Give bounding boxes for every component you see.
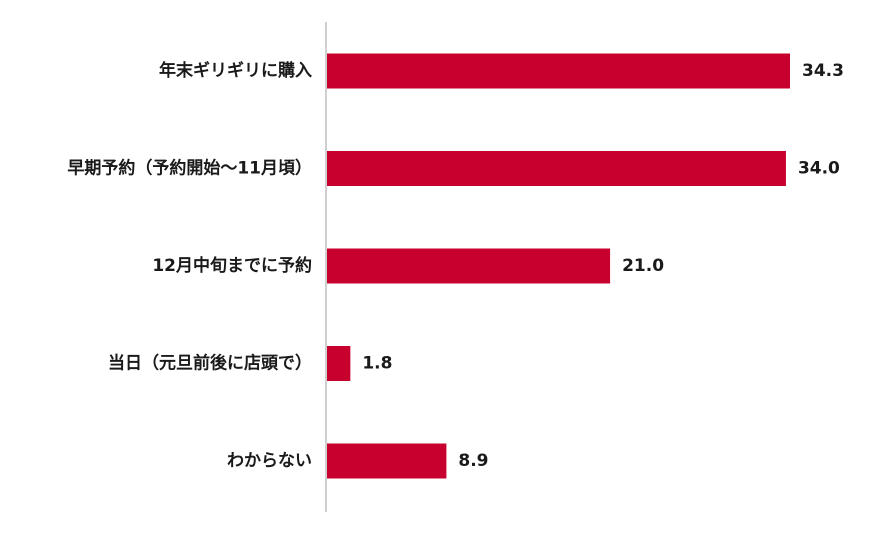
bars-layer	[327, 53, 790, 479]
value-label: 34.0	[798, 159, 840, 179]
value-label: 1.8	[362, 354, 392, 374]
category-label: 12月中旬までに予約	[152, 255, 312, 276]
bar-1	[327, 53, 790, 89]
category-label: 年末ギリギリに購入	[159, 60, 312, 81]
value-label: 8.9	[458, 451, 488, 471]
value-label: 34.3	[802, 61, 844, 81]
bar-5	[327, 443, 447, 479]
category-label: わからない	[227, 451, 312, 471]
value-label: 21.0	[622, 256, 664, 276]
category-label: 早期予約（予約開始～11月頃）	[67, 158, 312, 179]
labels-layer: 年末ギリギリに購入 34.3 早期予約（予約開始～11月頃） 34.0 12月中旬までに…	[67, 60, 844, 471]
category-label: 当日（元旦前後に店頭で）	[108, 353, 312, 374]
bar-3	[327, 248, 611, 284]
bar-2	[327, 151, 786, 186]
bar-4	[327, 346, 351, 381]
